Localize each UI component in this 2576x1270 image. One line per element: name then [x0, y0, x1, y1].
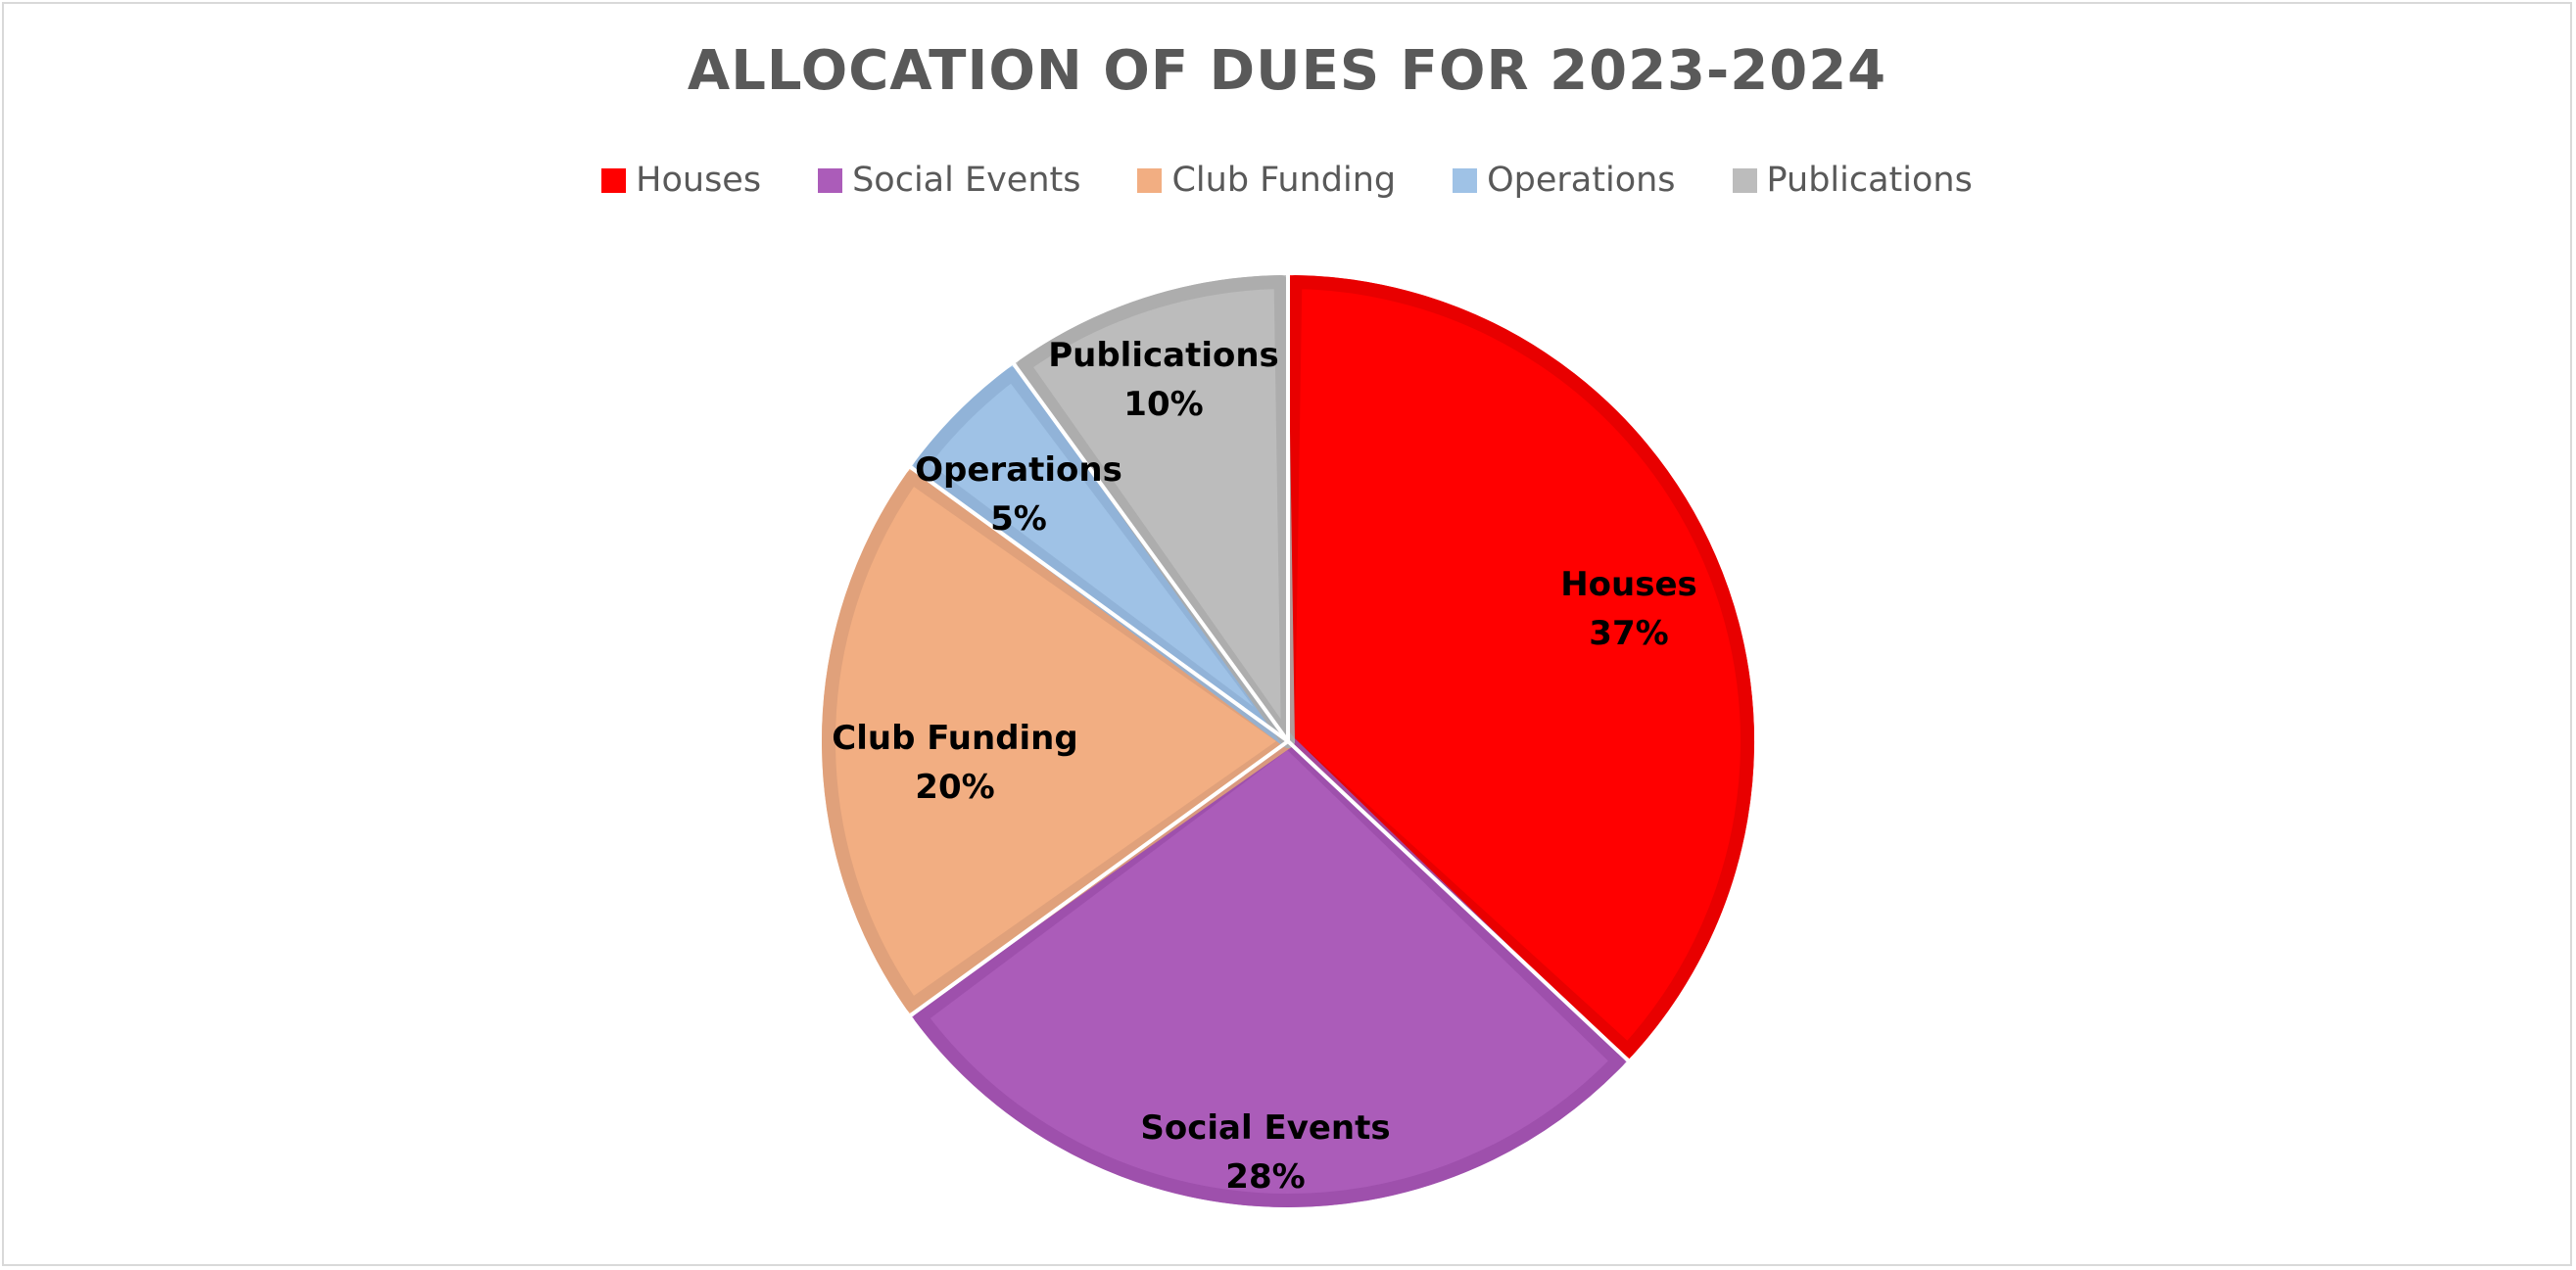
pie-slice-border-social-events — [913, 734, 1625, 1207]
pie-slice-social-events — [907, 739, 1632, 1211]
legend-item-social-events: Social Events — [818, 161, 1080, 200]
data-label-name-publications: Publications — [1048, 336, 1279, 375]
pie-slice-border-club-funding — [822, 470, 1295, 1012]
pie-slice-border-operations — [913, 366, 1295, 748]
legend-swatch-houses — [601, 167, 627, 193]
data-label-value-social-events: 28% — [1225, 1157, 1305, 1197]
data-label-value-operations: 5% — [990, 499, 1047, 539]
legend-label-operations: Operations — [1487, 161, 1676, 200]
data-label-name-club-funding: Club Funding — [832, 719, 1077, 758]
data-label-name-houses: Houses — [1560, 565, 1697, 604]
legend-swatch-operations — [1453, 167, 1478, 193]
data-label-value-houses: 37% — [1589, 614, 1668, 653]
pie-slice-houses — [1286, 271, 1758, 1064]
pie-slice-club-funding — [818, 464, 1290, 1018]
legend-swatch-club-funding — [1137, 167, 1163, 193]
pie-slice-operations — [907, 360, 1290, 743]
legend-item-club-funding: Club Funding — [1137, 161, 1396, 200]
legend-label-houses: Houses — [636, 161, 762, 200]
pie-separator — [906, 739, 1290, 1019]
pie-slice-border-publications — [1017, 275, 1295, 748]
legend: Houses Social Events Club Funding Operat… — [4, 161, 2570, 200]
data-label-value-publications: 10% — [1123, 385, 1203, 424]
data-label-name-operations: Operations — [915, 450, 1122, 490]
legend-item-houses: Houses — [601, 161, 761, 200]
pie-separator — [1286, 739, 1633, 1065]
legend-item-operations: Operations — [1453, 161, 1676, 200]
pie-slice-border-houses — [1281, 275, 1754, 1058]
data-label-value-club-funding: 20% — [915, 768, 994, 807]
legend-swatch-publications — [1732, 167, 1757, 193]
data-label-name-social-events: Social Events — [1140, 1108, 1390, 1148]
chart-title: ALLOCATION OF DUES FOR 2023-2024 — [687, 39, 1887, 103]
pie-separator — [906, 463, 1290, 743]
pie-separator — [1010, 359, 1290, 743]
legend-label-social-events: Social Events — [852, 161, 1081, 200]
legend-label-club-funding: Club Funding — [1171, 161, 1397, 200]
legend-swatch-social-events — [818, 167, 843, 193]
pie-slice-publications — [1011, 271, 1290, 743]
legend-label-publications: Publications — [1766, 161, 1973, 200]
legend-item-publications: Publications — [1732, 161, 1973, 200]
